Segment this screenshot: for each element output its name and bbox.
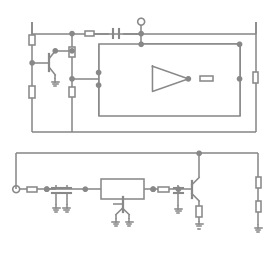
Circle shape [70,32,74,36]
Bar [253,72,258,83]
Circle shape [237,77,242,81]
Bar [255,177,261,188]
Circle shape [96,70,101,75]
Bar [158,187,169,192]
Circle shape [139,42,143,46]
Bar [29,86,35,98]
Circle shape [96,83,101,87]
Circle shape [70,77,74,81]
Circle shape [197,151,201,155]
Bar [99,44,240,116]
Circle shape [83,187,88,191]
Circle shape [45,187,49,191]
Circle shape [176,187,181,191]
Circle shape [151,187,155,191]
Circle shape [70,49,74,53]
Circle shape [139,32,143,36]
Bar [255,201,261,212]
Circle shape [30,61,34,65]
Circle shape [237,42,242,46]
Bar [196,206,202,217]
Bar [200,76,213,81]
Bar [69,87,75,97]
Bar [85,31,94,36]
Circle shape [45,187,49,191]
Bar [27,187,37,192]
Circle shape [186,77,191,81]
Bar [101,179,144,199]
Bar [29,35,35,45]
Bar [69,47,75,57]
Circle shape [53,49,57,53]
Circle shape [151,187,155,191]
